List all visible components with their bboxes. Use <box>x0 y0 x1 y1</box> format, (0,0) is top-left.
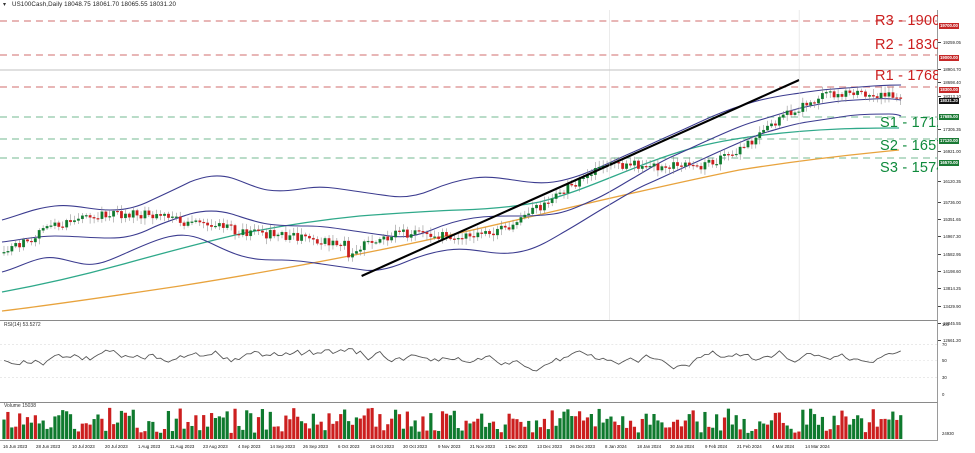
date-axis-label: 18 Oct 2023 <box>370 444 394 449</box>
date-axis-label: 16 Jun 2023 <box>3 444 28 449</box>
axis-tick-label: 14198.60 <box>943 269 961 274</box>
price-axis[interactable]: 19259.05 18904.70 18698.40 18313.10 17305.35… <box>938 10 975 440</box>
date-axis-label: 4 Mar 2024 <box>772 444 795 449</box>
axis-tick-mark <box>938 306 941 307</box>
axis-tick-label: 14582.95 <box>943 252 961 257</box>
date-axis-label: 30 Jan 2024 <box>670 444 695 449</box>
date-axis-label: 21 Feb 2024 <box>737 444 762 449</box>
price-chart-canvas <box>0 10 937 320</box>
rsi-caption: RSI(14) 53.5272 <box>3 322 42 329</box>
price-box-green: 16570.00 <box>939 160 959 166</box>
axis-tick-label: 17305.35 <box>943 127 961 132</box>
axis-tick-mark <box>938 69 941 70</box>
axis-tick-label: 19259.05 <box>943 40 961 45</box>
volume-panel[interactable]: Volume 15038 <box>0 402 938 440</box>
level-label-r2: R2 - 18300 <box>875 37 949 53</box>
axis-tick-mark <box>938 96 941 97</box>
rsi-panel[interactable]: RSI(14) 53.5272 <box>0 320 938 402</box>
axis-tick-label: 18698.40 <box>943 80 961 85</box>
volume-canvas <box>2 407 903 440</box>
axis-tick-mark <box>938 42 941 43</box>
date-axis-label: 20 Jul 2023 <box>105 444 128 449</box>
date-axis-label: 14 Mar 2024 <box>805 444 830 449</box>
axis-tick-mark <box>938 151 941 152</box>
date-axis-label: 10 Jul 2023 <box>72 444 95 449</box>
date-axis-label: 14 Sep 2023 <box>270 444 295 449</box>
axis-tick-mark <box>938 82 941 83</box>
rsi-scale-label: 30 <box>942 375 947 380</box>
axis-tick-label: 15736.00 <box>943 200 961 205</box>
date-axis-label: 13 Dec 2023 <box>537 444 562 449</box>
axis-tick-mark <box>938 323 941 324</box>
date-axis-label: 23 Aug 2023 <box>203 444 228 449</box>
date-axis-label: 6 Oct 2023 <box>338 444 360 449</box>
level-label-r1: R1 - 17685 <box>875 68 949 84</box>
axis-tick-mark <box>938 236 941 237</box>
price-chart-panel[interactable]: R3 - 19000 R2 - 18300 R1 - 17685 S1 - 17120… <box>0 10 953 320</box>
price-box-black: 18031.20 <box>939 98 959 104</box>
date-axis-label: 30 Oct 2023 <box>403 444 427 449</box>
axis-tick-mark <box>938 340 941 341</box>
date-axis-label: 26 Sep 2023 <box>303 444 328 449</box>
level-label-r3: R3 - 19000 <box>875 13 949 29</box>
chart-title: US100Cash,Daily 18048.75 18061.70 18065.… <box>12 1 177 8</box>
axis-tick-mark <box>938 129 941 130</box>
date-axis-label: 8 Jan 2024 <box>605 444 627 449</box>
axis-tick-mark <box>938 219 941 220</box>
date-axis-label: 21 Nov 2023 <box>470 444 495 449</box>
price-box-red: 19700.00 <box>939 23 959 29</box>
date-axis-label: 9 Nov 2023 <box>438 444 461 449</box>
price-box-red: 18300.00 <box>939 87 959 93</box>
date-axis-label: 18 Jan 2024 <box>637 444 662 449</box>
price-box-green: 17685.00 <box>939 114 959 120</box>
axis-tick-mark <box>938 271 941 272</box>
axis-tick-mark <box>938 202 941 203</box>
axis-tick-label: 14967.30 <box>943 234 961 239</box>
axis-tick-mark <box>938 254 941 255</box>
collapse-icon[interactable]: ▾ <box>3 2 7 8</box>
level-label-s2: S2 - 16570 <box>880 138 953 154</box>
rsi-canvas <box>0 344 937 378</box>
date-axis-label: 28 Jun 2023 <box>36 444 61 449</box>
axis-tick-label: 16921.00 <box>943 149 961 154</box>
axis-tick-label: 16120.35 <box>943 179 961 184</box>
rsi-scale-label: 0 <box>942 392 945 397</box>
axis-tick-label: 13429.90 <box>943 304 961 309</box>
level-label-s1: S1 - 17120 <box>880 115 953 131</box>
axis-tick-label: 18313.10 <box>943 94 961 99</box>
volume-caption: Volume 15038 <box>3 403 37 410</box>
date-axis: 16 Jun 2023 28 Jun 2023 10 Jul 2023 20 Jul … <box>0 440 938 453</box>
price-box-red: 19000.00 <box>939 55 959 61</box>
axis-tick-label: 13045.55 <box>943 321 961 326</box>
level-label-s3: S3 - 15740 <box>880 160 953 176</box>
date-axis-label: 26 Dec 2023 <box>570 444 595 449</box>
date-axis-label: 11 Aug 2023 <box>170 444 195 449</box>
rsi-scale-label: 50 <box>942 358 947 363</box>
rsi-scale-label: 100 <box>942 322 950 327</box>
axis-tick-label: 15351.65 <box>943 217 961 222</box>
date-axis-label: 1 Aug 2023 <box>138 444 161 449</box>
price-box-green: 17120.00 <box>939 138 959 144</box>
volume-axis-label: 24930 <box>942 431 954 436</box>
rsi-scale-label: 70 <box>942 342 947 347</box>
date-axis-label: 9 Feb 2024 <box>705 444 728 449</box>
date-axis-label: 1 Dec 2023 <box>505 444 528 449</box>
axis-tick-label: 18904.70 <box>943 67 961 72</box>
axis-tick-label: 13814.25 <box>943 286 961 291</box>
axis-tick-label: 12661.20 <box>943 338 961 343</box>
axis-tick-mark <box>938 181 941 182</box>
axis-tick-mark <box>938 288 941 289</box>
date-axis-label: 4 Sep 2023 <box>238 444 261 449</box>
